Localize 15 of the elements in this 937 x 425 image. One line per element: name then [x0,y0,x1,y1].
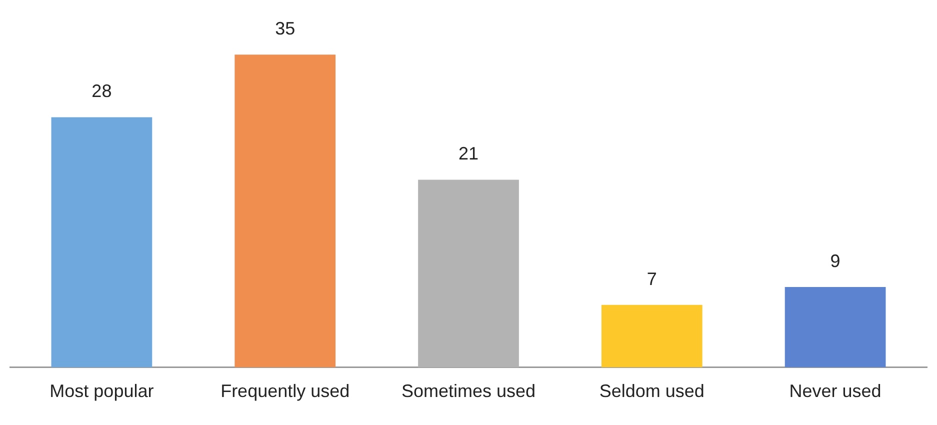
bar [784,286,886,368]
data-label: 35 [275,18,296,39]
bar [51,117,152,368]
bar [418,180,519,368]
data-label: 9 [830,250,840,271]
x-tick-label: Never used [789,381,882,402]
x-tick-label: Frequently used [220,381,350,402]
data-label: 7 [646,268,657,289]
bar [234,54,336,368]
data-label: 28 [92,81,112,102]
data-label: 21 [458,144,479,164]
x-tick-label: Seldom used [599,381,704,402]
x-tick-label: Sometimes used [401,381,536,402]
x-tick-label: Most popular [50,381,154,402]
bar [601,304,702,368]
